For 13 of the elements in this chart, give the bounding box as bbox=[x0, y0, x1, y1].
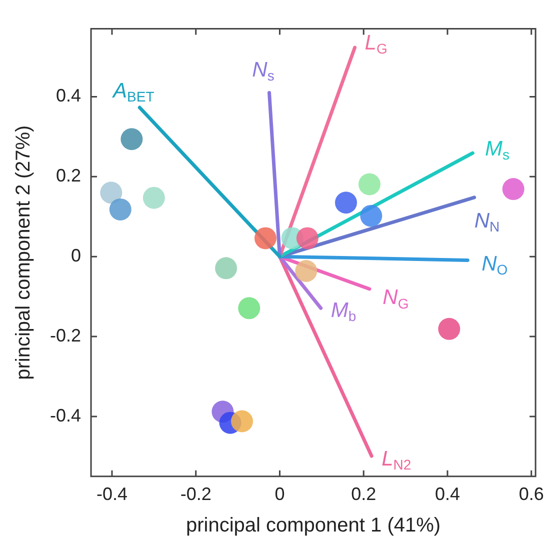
x-tick-label: -0.2 bbox=[180, 484, 212, 504]
x-tick-label: 0.2 bbox=[351, 484, 376, 504]
y-tick-label: 0 bbox=[71, 246, 82, 266]
y-tick-label: -0.4 bbox=[50, 405, 82, 426]
y-tick-label: 0.4 bbox=[56, 86, 82, 106]
x-tick-label: 0.6 bbox=[518, 484, 544, 504]
y-tick-label: -0.2 bbox=[50, 325, 82, 346]
x-tick-label: -0.4 bbox=[96, 484, 128, 504]
y-axis-title: principal component 2 (27%) bbox=[12, 125, 35, 380]
x-tick-label: 0.4 bbox=[434, 484, 460, 504]
y-tick-label: 0.2 bbox=[56, 166, 82, 186]
x-axis-title: principal component 1 (41%) bbox=[186, 514, 441, 537]
x-tick-label: 0 bbox=[274, 484, 285, 504]
